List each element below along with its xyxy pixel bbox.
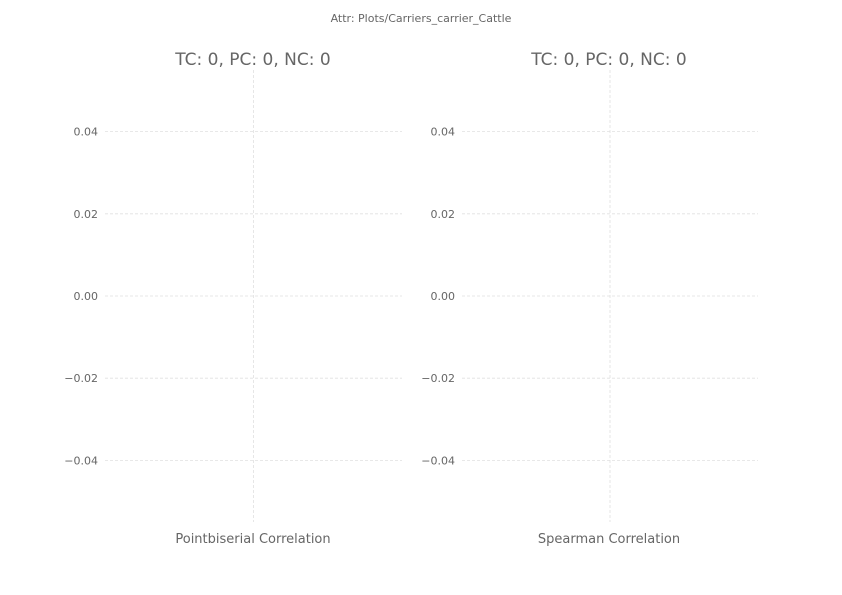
grid: [105, 70, 402, 522]
y-tick-label: −0.02: [421, 372, 455, 385]
y-tick-label: 0.02: [431, 208, 456, 221]
figure-suptitle: Attr: Plots/Carriers_carrier_Cattle: [331, 12, 512, 25]
panel-title: TC: 0, PC: 0, NC: 0: [174, 50, 330, 70]
x-axis-label: Spearman Correlation: [538, 532, 680, 547]
y-tick-label: 0.00: [431, 290, 456, 303]
y-axis-ticks: 0.04 0.02 0.00 −0.02 −0.04: [421, 126, 455, 468]
y-tick-label: −0.04: [64, 454, 98, 467]
grid: [462, 70, 758, 522]
panel-title: TC: 0, PC: 0, NC: 0: [530, 50, 686, 70]
x-axis-label: Pointbiserial Correlation: [175, 532, 330, 547]
chart-panel-pointbiserial: TC: 0, PC: 0, NC: 0 0.04 0.02 0.00 −0.02 −0.…: [64, 50, 402, 547]
chart-panel-spearman: TC: 0, PC: 0, NC: 0 0.04 0.02 0.00 −0.02 −0.…: [421, 50, 758, 547]
y-tick-label: −0.02: [64, 372, 98, 385]
y-tick-label: 0.04: [74, 126, 99, 139]
y-tick-label: 0.04: [431, 126, 456, 139]
y-axis-ticks: 0.04 0.02 0.00 −0.02 −0.04: [64, 126, 98, 468]
y-tick-label: 0.02: [74, 208, 99, 221]
y-tick-label: 0.00: [74, 290, 99, 303]
y-tick-label: −0.04: [421, 454, 455, 467]
